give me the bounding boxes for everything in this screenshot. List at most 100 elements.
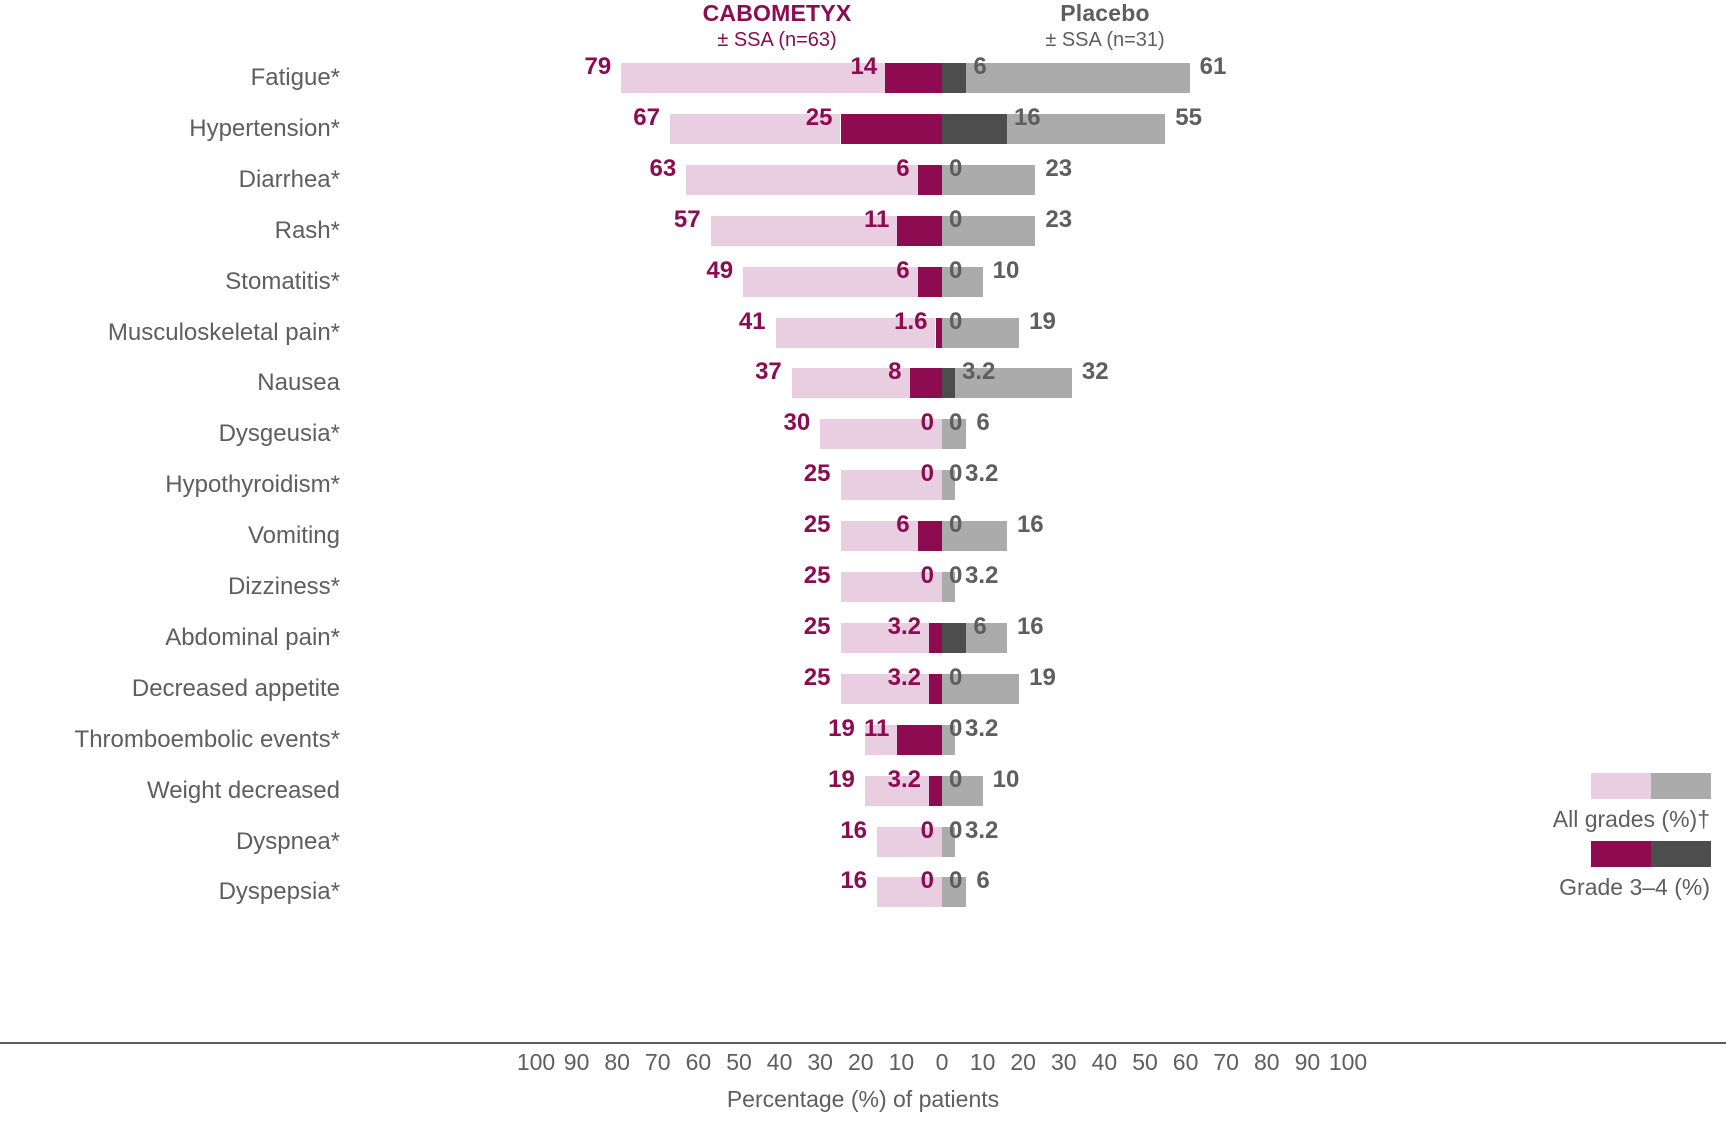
table-row: Nausea 37 8 3.2 32 [0,357,1726,409]
row-label-dyspepsia-: Dyspepsia* [0,866,340,918]
value-drug-all-grades: 25 [803,511,831,539]
value-drug-grade-3-4: 6 [896,256,910,284]
row-label-text: Weight decreased [146,776,340,804]
bar-segment-placebo-all-grades [942,826,955,857]
value-drug-all-grades: 25 [803,663,831,691]
row-label-text: Dizziness* [227,573,340,600]
value-drug-all-grades: 63 [649,154,677,182]
table-row: Dyspnea* 16 0 0 3.2 [0,816,1726,868]
row-label-text: Dysgeusia* [218,420,340,448]
row-label-musculoskeletal-pain-: Musculoskeletal pain* [0,307,340,359]
row-label-fatigue-: Fatigue* [0,52,340,104]
bar-segment-placebo-all-grades [942,266,983,297]
legend-grade-3-4-label: Grade 3–4 (%) [1559,874,1710,900]
row-label-abdominal-pain-: Abdominal pain* [0,612,340,664]
bar-segment-placebo-all-grades [942,673,1020,704]
bar-segment-drug-grade-3-4 [929,622,942,653]
x-axis-tick: 70 [645,1049,671,1075]
x-axis-tick: 70 [1213,1049,1239,1075]
value-placebo-all-grades: 19 [1029,663,1056,691]
value-placebo-grade-3-4: 3.2 [961,358,996,386]
value-placebo-grade-3-4: 0 [949,562,963,589]
bar-segment-placebo-all-grades [1006,113,1166,144]
row-label-dizziness-: Dizziness* [0,561,340,613]
x-axis-tick: 10 [888,1049,915,1075]
row-label-decreased-appetite: Decreased appetite [0,663,340,715]
header-placebo-subtitle: ± SSA (n=31) [1045,29,1165,51]
x-axis-tick: 100 [1328,1049,1368,1075]
value-drug-all-grades: 30 [783,409,811,437]
value-drug-grade-3-4: 1.6 [894,307,928,335]
bar-segment-placebo-all-grades [942,419,967,450]
row-label-text: Dyspnea* [235,827,340,855]
table-row: Dysgeusia* 30 0 0 6 [0,408,1726,460]
x-axis-ticks: 100 90 80 70 60 50 40 30 20 10 0 10 20 30 40 50 60 70 80 90… [0,1049,1726,1083]
value-drug-grade-3-4: 11 [863,205,890,233]
header-cabometyx-title: CABOMETYX [702,0,852,26]
bar-segment-drug-all-grades [669,113,841,144]
value-placebo-grade-3-4: 0 [949,714,963,742]
x-axis-tick: 20 [848,1049,874,1075]
bar-segment-drug-all-grades [743,266,918,297]
bar-segment-placebo-grade-3-4 [942,368,955,399]
legend-grade-3-4-swatch [1590,840,1712,868]
row-label-weight-decreased: Weight decreased [0,765,340,817]
value-placebo-all-grades: 10 [992,765,1020,793]
value-drug-grade-3-4: 0 [920,562,934,589]
bar-segment-drug-all-grades [820,419,942,450]
legend-all-grades: All grades (%)† [1372,772,1718,842]
table-row: Fatigue* 79 14 6 61 [0,52,1726,104]
bar-segment-drug-all-grades [710,215,898,246]
x-axis-tick: 10 [969,1049,996,1075]
bar-segment-placebo-grade-3-4 [942,622,967,653]
bar-segment-drug-grade-3-4 [897,724,942,755]
value-placebo-all-grades: 10 [992,256,1020,284]
value-placebo-grade-3-4: 0 [949,256,963,284]
bar-segment-drug-all-grades [840,673,929,704]
bar-segment-placebo-grade-3-4 [942,113,1007,144]
value-placebo-all-grades: 3.2 [964,562,999,589]
row-label-text: Stomatitis* [225,267,340,295]
bar-segment-drug-grade-3-4 [929,673,942,704]
value-placebo-all-grades: 19 [1029,307,1056,335]
bar-segment-drug-all-grades [877,877,942,908]
bar-segment-drug-all-grades [864,775,929,806]
bar-segment-drug-grade-3-4 [885,63,942,93]
row-label-text: Diarrhea* [238,165,340,193]
value-drug-grade-3-4: 0 [920,867,934,895]
table-row: Dizziness* 25 0 0 3.2 [0,561,1726,613]
bar-segment-drug-grade-3-4 [929,775,942,806]
x-axis-tick: 0 [935,1049,949,1075]
value-placebo-grade-3-4: 0 [949,867,963,895]
bar-segment-placebo-all-grades [966,63,1190,93]
legend-swatch-placebo-g34 [1651,841,1711,867]
bar-segment-drug-all-grades [864,724,898,755]
value-drug-grade-3-4: 11 [863,714,890,742]
value-drug-all-grades: 37 [755,358,782,386]
bar-segment-drug-all-grades [686,164,918,195]
value-placebo-all-grades: 23 [1045,154,1073,182]
value-placebo-grade-3-4: 0 [949,816,963,844]
x-axis-tick: 90 [1294,1049,1321,1075]
row-label-dyspnea-: Dyspnea* [0,816,340,868]
value-drug-all-grades: 57 [673,205,701,233]
bar-segment-drug-all-grades [840,521,918,552]
x-axis-tick: 40 [766,1049,793,1075]
row-label-text: Thromboembolic events* [74,725,340,753]
row-label-text: Rash* [274,216,340,244]
value-drug-all-grades: 16 [840,867,868,895]
x-axis-line [0,1042,1726,1044]
row-label-text: Abdominal pain* [165,623,340,651]
row-label-nausea: Nausea [0,357,340,409]
x-axis-tick: 30 [807,1049,833,1075]
value-placebo-all-grades: 6 [976,867,990,895]
value-placebo-all-grades: 32 [1081,358,1109,386]
table-row: Vomiting 25 6 0 16 [0,510,1726,562]
value-placebo-all-grades: 3.2 [964,460,999,488]
bar-segment-drug-all-grades [621,63,886,93]
table-row: Abdominal pain* 25 3.2 6 16 [0,612,1726,664]
table-row: Weight decreased 19 3.2 0 10 [0,765,1726,817]
x-axis-tick: 50 [1132,1049,1158,1075]
row-label-text: Dyspepsia* [218,878,340,906]
bar-segment-drug-grade-3-4 [897,215,942,246]
